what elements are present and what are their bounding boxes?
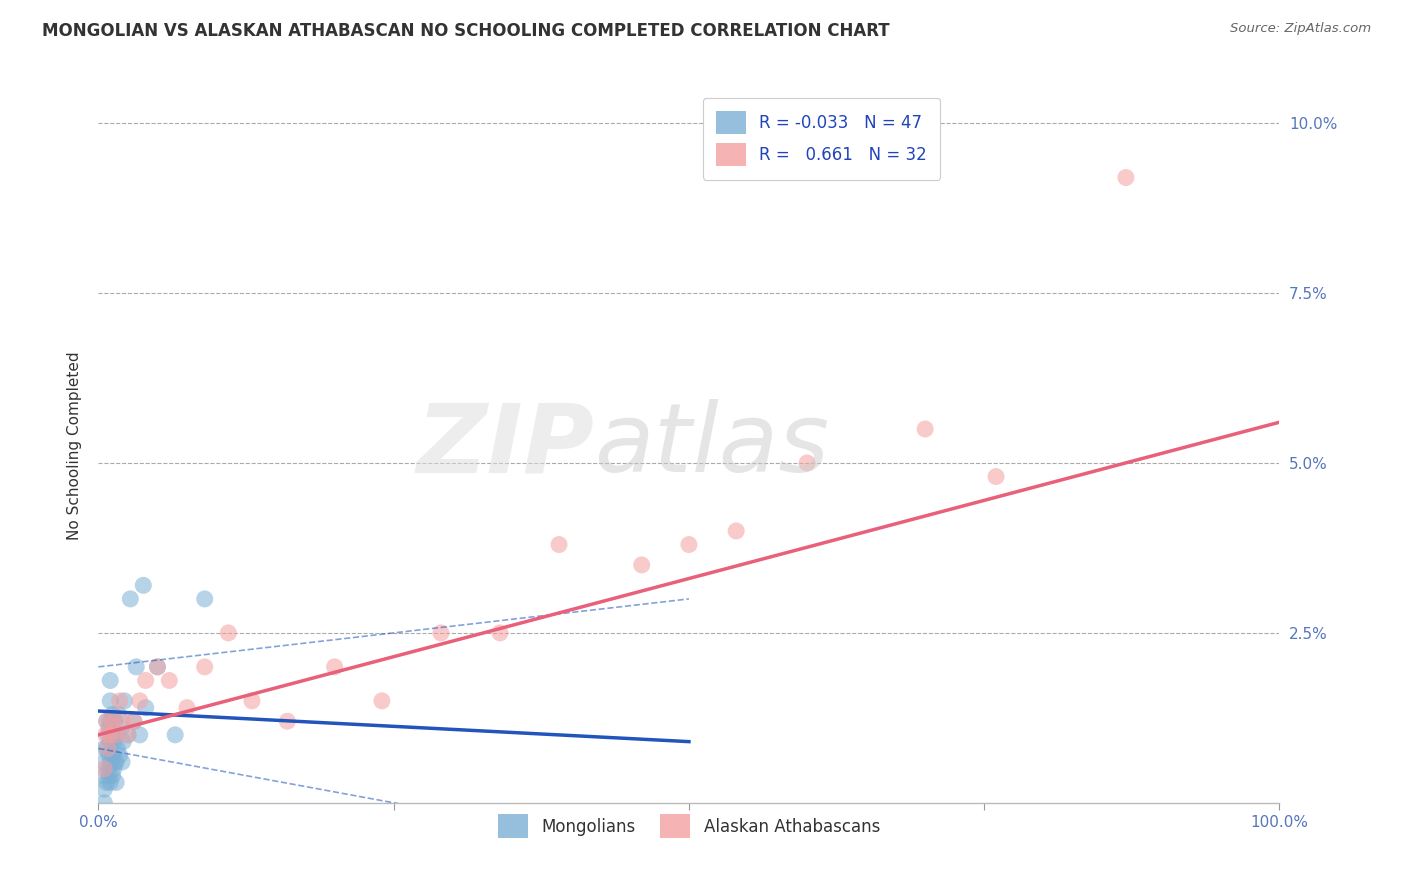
Point — [96, 741, 118, 756]
Point — [107, 707, 129, 722]
Point — [93, 762, 115, 776]
Point — [122, 714, 145, 729]
Point — [132, 578, 155, 592]
Point — [217, 626, 239, 640]
Point — [157, 673, 180, 688]
Point — [108, 748, 131, 763]
Point — [98, 721, 121, 735]
Point — [101, 714, 124, 729]
Point — [135, 673, 157, 688]
Point — [103, 734, 125, 748]
Point — [111, 714, 134, 729]
Point — [93, 741, 115, 756]
Point — [97, 728, 120, 742]
Point — [128, 728, 150, 742]
Point — [489, 626, 512, 640]
Point — [984, 469, 1007, 483]
Point — [96, 714, 118, 729]
Point — [96, 775, 118, 789]
Text: MONGOLIAN VS ALASKAN ATHABASCAN NO SCHOOLING COMPLETED CORRELATION CHART: MONGOLIAN VS ALASKAN ATHABASCAN NO SCHOO… — [42, 22, 890, 40]
Point — [125, 660, 148, 674]
Point — [117, 728, 139, 742]
Point — [104, 755, 127, 769]
Point — [101, 769, 124, 783]
Point — [98, 769, 121, 783]
Point — [101, 728, 124, 742]
Point — [110, 721, 132, 735]
Point — [176, 700, 198, 714]
Point — [146, 660, 169, 674]
Point — [323, 660, 346, 674]
Point — [122, 714, 145, 729]
Point — [101, 707, 124, 722]
Point — [105, 741, 128, 756]
Point — [165, 728, 187, 742]
Point — [108, 694, 131, 708]
Point — [98, 694, 121, 708]
Point — [98, 755, 121, 769]
Point — [371, 694, 394, 708]
Point — [678, 537, 700, 551]
Point — [105, 755, 128, 769]
Point — [101, 748, 124, 763]
Point — [111, 755, 134, 769]
Point — [104, 714, 127, 729]
Point — [120, 591, 142, 606]
Point — [548, 537, 571, 551]
Point — [112, 734, 135, 748]
Y-axis label: No Schooling Completed: No Schooling Completed — [66, 351, 82, 541]
Point — [630, 558, 652, 572]
Point — [93, 769, 115, 783]
Point — [98, 673, 121, 688]
Point — [276, 714, 298, 729]
Point — [914, 422, 936, 436]
Point — [94, 728, 117, 742]
Point — [105, 728, 128, 742]
Point — [98, 714, 121, 729]
Point — [194, 591, 217, 606]
Point — [240, 694, 263, 708]
Point — [93, 782, 115, 797]
Point — [112, 694, 135, 708]
Text: atlas: atlas — [595, 400, 830, 492]
Point — [117, 728, 139, 742]
Point — [96, 714, 118, 729]
Point — [98, 748, 121, 763]
Legend: Mongolians, Alaskan Athabascans: Mongolians, Alaskan Athabascans — [488, 805, 890, 848]
Point — [105, 775, 128, 789]
Point — [97, 762, 120, 776]
Point — [1115, 170, 1137, 185]
Point — [98, 728, 121, 742]
Point — [93, 755, 115, 769]
Point — [93, 796, 115, 810]
Point — [725, 524, 748, 538]
Point — [97, 741, 120, 756]
Point — [98, 775, 121, 789]
Point — [135, 700, 157, 714]
Point — [796, 456, 818, 470]
Point — [103, 762, 125, 776]
Point — [128, 694, 150, 708]
Point — [194, 660, 217, 674]
Point — [430, 626, 453, 640]
Text: Source: ZipAtlas.com: Source: ZipAtlas.com — [1230, 22, 1371, 36]
Point — [98, 734, 121, 748]
Point — [105, 728, 128, 742]
Text: ZIP: ZIP — [416, 400, 595, 492]
Point — [146, 660, 169, 674]
